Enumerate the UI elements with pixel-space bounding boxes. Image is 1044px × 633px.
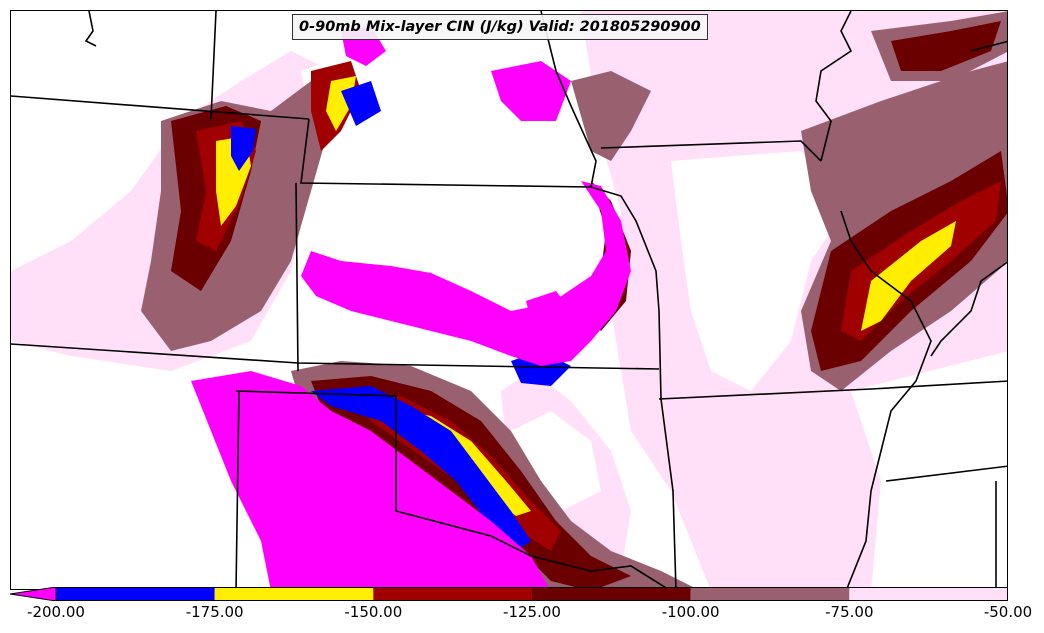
colorbar-tick-label: -200.00	[27, 603, 85, 621]
colorbar-tick-label: -100.00	[661, 603, 720, 621]
colorbar-bin-0	[56, 587, 215, 601]
political-borders	[11, 11, 1007, 589]
cin-field-map	[11, 11, 1007, 589]
colorbar-bin-5	[849, 587, 1008, 601]
colorbar-bin-4	[690, 587, 850, 601]
colorbar-bin-1	[214, 587, 374, 601]
cin-map-panel	[10, 10, 1008, 590]
colorbar	[10, 587, 1008, 601]
map-title: 0-90mb Mix-layer CIN (J/kg) Valid: 20180…	[292, 14, 708, 40]
colorbar-tick-label: -75.00	[825, 603, 874, 621]
colorbar-tick-label: -50.00	[983, 603, 1033, 621]
colorbar-frame	[55, 587, 1008, 601]
colorbar-bin-3	[532, 587, 691, 601]
colorbar-tick-label: -150.00	[344, 603, 403, 621]
colorbar-tick-label: -175.00	[185, 603, 244, 621]
colorbar-extend-under	[10, 587, 57, 601]
colorbar-bin-2	[373, 587, 532, 601]
colorbar-tick-label: -125.00	[503, 603, 561, 621]
